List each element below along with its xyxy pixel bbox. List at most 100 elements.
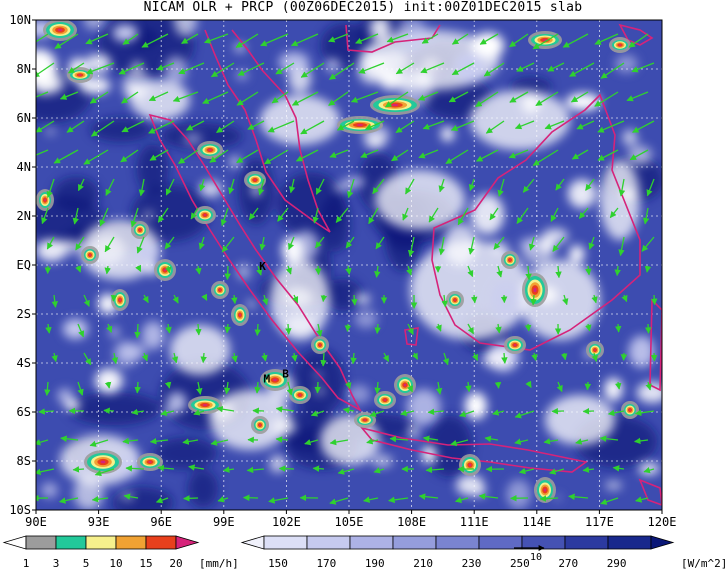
y-tick-label: 4S — [17, 356, 31, 370]
wind-arrow — [366, 438, 379, 445]
wind-arrow — [588, 236, 595, 250]
wind-arrow — [60, 435, 79, 442]
olr-bar-label: 210 — [413, 557, 433, 570]
wind-arrow — [171, 352, 179, 364]
wind-arrow — [59, 91, 79, 100]
wind-arrow — [389, 435, 409, 443]
wind-arrow — [254, 381, 261, 394]
wind-arrow — [182, 438, 199, 445]
wind-arrow — [644, 323, 652, 334]
low-olr-patch — [136, 143, 169, 194]
wind-arrow — [405, 178, 415, 195]
cloud-blob — [166, 391, 187, 413]
cloud-blob — [142, 210, 154, 220]
precip-cell-20 — [219, 289, 221, 291]
wind-arrow — [91, 496, 109, 503]
wind-arrow — [485, 120, 505, 134]
wind-arrow — [328, 91, 349, 106]
wind-arrow — [585, 265, 592, 276]
wind-arrow — [329, 438, 349, 446]
wind-arrow — [514, 438, 529, 445]
wind-arrow — [210, 62, 235, 78]
wind-arrow — [578, 207, 589, 219]
wind-arrow — [257, 178, 265, 196]
wind-arrow — [646, 178, 655, 197]
wind-arrow — [236, 149, 259, 164]
x-tick-label: 108E — [397, 515, 426, 529]
wind-arrow — [131, 408, 145, 416]
cloud-blob — [36, 239, 67, 262]
precip-cell-20 — [391, 103, 399, 107]
wind-arrow — [375, 236, 385, 250]
wind-arrow — [374, 381, 381, 395]
wind-arrow — [320, 294, 328, 303]
prcp-bar-label: 1 — [23, 557, 30, 570]
cloud-blob — [136, 242, 157, 265]
wind-arrow — [609, 207, 619, 219]
wind-arrow — [484, 435, 499, 443]
wind-arrow — [260, 33, 289, 47]
cloud-blob — [85, 53, 111, 73]
wind-arrow — [472, 352, 479, 362]
precip-cell-20 — [298, 394, 302, 396]
wind-arrow — [278, 465, 295, 472]
cloud-blob — [62, 318, 89, 339]
wind-arrow — [118, 62, 145, 75]
x-tick-label: 93E — [88, 515, 110, 529]
wind-arrow — [555, 265, 562, 279]
wind-arrow — [457, 207, 469, 226]
low-olr-patch — [277, 172, 346, 238]
wind-arrow — [106, 323, 113, 333]
wind-arrow — [72, 466, 85, 473]
x-tick-label: 96E — [150, 515, 172, 529]
cloud-blob — [421, 445, 437, 464]
y-tick-label: 6N — [17, 111, 31, 125]
wind-arrow — [103, 407, 115, 415]
wind-arrow — [36, 439, 49, 446]
low-olr-patch — [187, 469, 219, 508]
wind-arrow — [391, 149, 409, 162]
wind-arrow — [642, 207, 650, 225]
cloud-blob — [247, 300, 256, 308]
wind-arrow — [514, 410, 535, 419]
wind-arrow — [386, 33, 409, 43]
wind-arrow — [351, 294, 358, 306]
cloud-blob — [396, 20, 428, 50]
wind-arrow — [85, 33, 109, 45]
wind-arrow — [314, 265, 322, 276]
y-tick-label: 2S — [17, 307, 31, 321]
precip-cell-20 — [594, 349, 596, 351]
wind-arrow — [522, 178, 535, 193]
wind-arrow — [445, 149, 469, 165]
wind-arrow — [435, 323, 442, 332]
wind-arrow — [172, 91, 199, 103]
wind-arrow — [547, 62, 565, 72]
low-olr-patch — [53, 176, 100, 212]
wind-arrow — [407, 323, 414, 335]
low-olr-patch — [131, 184, 210, 242]
wind-arrow — [275, 436, 289, 443]
wind-arrow — [165, 323, 172, 334]
philippines-coast — [618, 23, 654, 46]
wind-arrow — [254, 323, 261, 336]
olr-bar-label: 170 — [316, 557, 336, 570]
cloud-blob — [464, 392, 487, 420]
wind-arrow — [198, 236, 205, 250]
wind-arrow — [200, 352, 207, 364]
wind-arrow — [508, 149, 529, 159]
wind-arrow — [345, 381, 352, 390]
wind-arrow — [165, 265, 172, 274]
wind-arrow — [210, 439, 229, 446]
wind-arrow — [165, 178, 175, 196]
wind-arrow — [111, 352, 119, 365]
wind-arrow — [72, 207, 79, 225]
wind-arrow — [478, 493, 499, 500]
location-label-m: M — [263, 373, 270, 386]
wind-arrow — [123, 493, 139, 500]
cloud-blob — [41, 482, 58, 498]
wind-arrow — [400, 409, 415, 417]
wind-arrow — [203, 33, 229, 44]
wind-arrow — [224, 265, 231, 281]
wind-arrow — [450, 439, 469, 447]
